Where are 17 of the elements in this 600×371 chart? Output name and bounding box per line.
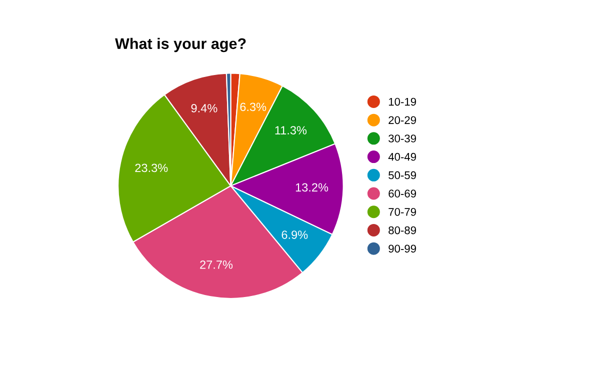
legend-label: 20-29 [388, 116, 416, 124]
data-label: 9.4% [191, 104, 218, 112]
legend-label: 90-99 [388, 244, 416, 253]
legend-label: 40-49 [388, 152, 416, 161]
data-label: 6.3% [240, 102, 266, 112]
data-label: 27.7% [200, 260, 233, 269]
legend-label: 10-19 [388, 98, 416, 106]
legend-label: 30-39 [388, 134, 416, 142]
data-label: 23.3% [135, 164, 168, 172]
legend-label: 80-89 [388, 226, 416, 234]
data-label: 13.2% [296, 183, 328, 192]
legend-label: 60-69 [388, 190, 416, 198]
data-label: 6.9% [282, 230, 308, 239]
chart-title: What is your age? [115, 38, 246, 52]
legend-label: 50-59 [388, 171, 416, 180]
data-label: 11.3% [275, 126, 307, 134]
legend-label: 70-79 [388, 208, 416, 216]
